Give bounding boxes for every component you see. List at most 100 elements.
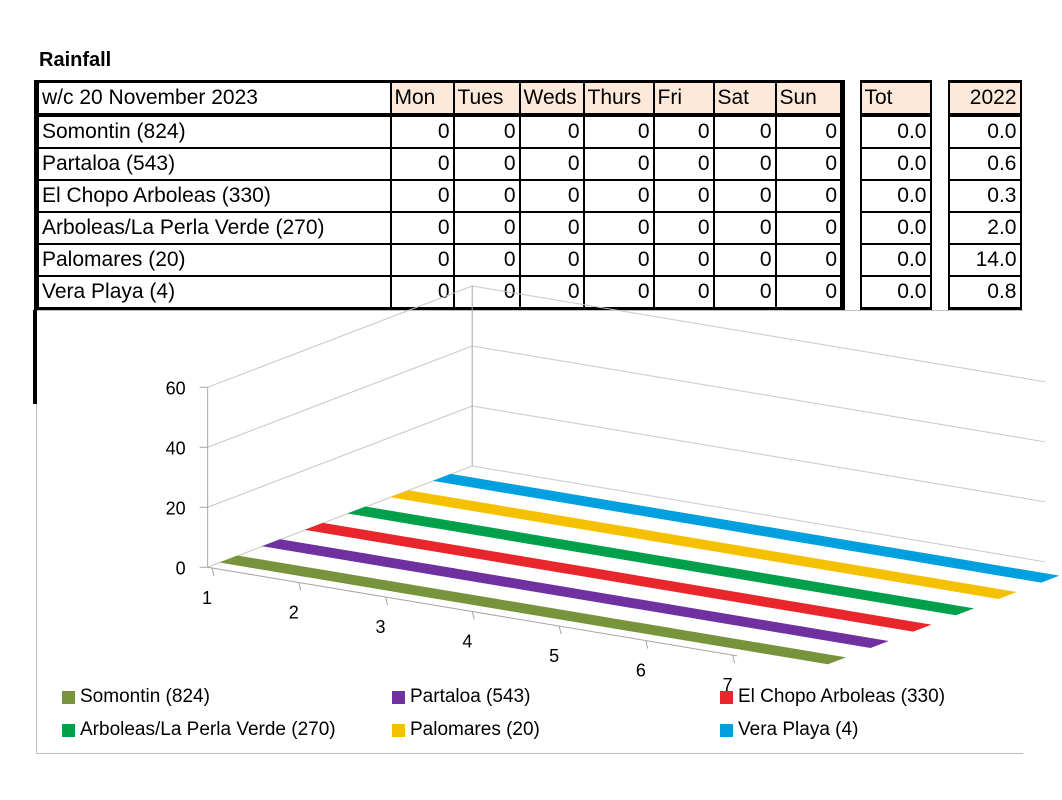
day-value: 0 <box>712 275 777 311</box>
day-value: 0 <box>774 211 845 245</box>
legend-swatch <box>62 690 75 704</box>
bar-1-6 <box>782 626 889 648</box>
legend-swatch <box>720 690 733 704</box>
day-value: 0 <box>452 275 521 311</box>
bar-2-3 <box>564 566 672 589</box>
day-value: 0 <box>712 179 777 213</box>
year-2022-value: 0.0 <box>947 114 1022 149</box>
day-value: 0 <box>389 243 455 277</box>
day-value: 0 <box>389 147 455 181</box>
x-tick-label: 7 <box>723 675 733 695</box>
x-tick-label: 2 <box>289 603 299 623</box>
location-name: El Chopo Arboleas (330) <box>34 179 392 213</box>
bar-4-5 <box>823 562 930 585</box>
week-label: w/c 20 November 2023 <box>34 80 392 117</box>
year-2022-value: 0.3 <box>947 179 1022 213</box>
legend-item: Arboleas/La Perla Verde (270) <box>62 719 336 741</box>
bar-4-0 <box>389 490 497 512</box>
bar-4-1 <box>476 504 583 527</box>
x-tick-label: 6 <box>636 661 646 681</box>
bar-1-1 <box>348 553 455 576</box>
day-value: 0 <box>452 147 521 181</box>
day-value: 0 <box>652 275 715 311</box>
day-value: 0 <box>518 211 585 245</box>
total-value: 0.0 <box>859 211 932 245</box>
day-value: 0 <box>389 179 455 213</box>
total-value: 0.0 <box>859 147 932 181</box>
day-value: 0 <box>712 147 777 181</box>
bar-5-3 <box>692 517 800 540</box>
x-tick <box>732 654 736 664</box>
y-tick-label: 40 <box>166 438 186 458</box>
sheet-title: Rainfall <box>39 49 112 71</box>
bar-2-0 <box>304 522 411 545</box>
location-name: Vera Playa (4) <box>34 275 392 311</box>
total-value: 0.0 <box>859 114 932 149</box>
bar-0-5 <box>653 628 760 650</box>
table-row: El Chopo Arboleas (330) 0 0 0 0 0 0 0 0.0 0.3 <box>34 179 1022 213</box>
tot-header: Tot <box>859 80 932 117</box>
day-value: 0 <box>452 179 521 213</box>
legend-label: Partaloa (543) <box>410 686 531 707</box>
bar-3-4 <box>694 564 801 587</box>
table-header-row: w/c 20 November 2023 Mon Tues Weds Thurs Fri S… <box>34 80 1022 117</box>
location-name: Somontin (824) <box>34 114 392 149</box>
x-tick <box>471 611 475 620</box>
year-2022-value: 0.6 <box>947 147 1022 181</box>
legend-item: Somontin (824) <box>62 686 210 708</box>
day-header-mon: Mon <box>389 80 455 117</box>
day-header-tues: Tues <box>452 80 521 117</box>
bar-5-6 <box>953 560 1060 583</box>
legend-label: Somontin (824) <box>80 686 210 707</box>
table-row: Palomares (20) 0 0 0 0 0 0 0 0.0 14.0 <box>34 243 1022 277</box>
day-value: 0 <box>518 179 585 213</box>
bar-1-5 <box>695 611 802 634</box>
x-tick <box>558 625 562 635</box>
year-2022-value: 0.8 <box>947 275 1022 311</box>
day-value: 0 <box>582 275 655 311</box>
day-value: 0 <box>582 114 655 149</box>
x-tick <box>645 640 649 649</box>
x-tick-label: 3 <box>376 617 386 637</box>
day-value: 0 <box>518 243 585 277</box>
legend-item: Partaloa (543) <box>392 686 530 708</box>
x-tick <box>211 567 215 577</box>
rainfall-table: w/c 20 November 2023 Mon Tues Weds Thurs Fri S… <box>34 80 1022 311</box>
day-value: 0 <box>582 147 655 181</box>
bar-3-6 <box>867 593 975 616</box>
legend-item: Vera Playa (4) <box>720 719 858 741</box>
bar-1-2 <box>435 568 542 590</box>
total-value: 0.0 <box>859 179 932 213</box>
total-value: 0.0 <box>859 243 932 277</box>
y-tick-label: 60 <box>166 378 186 398</box>
legend-swatch <box>62 723 75 737</box>
x-tick-label: 1 <box>202 588 212 608</box>
day-header-fri: Fri <box>652 80 715 117</box>
day-value: 0 <box>518 275 585 311</box>
day-value: 0 <box>452 114 521 149</box>
day-value: 0 <box>774 243 845 277</box>
bar-1-0 <box>261 539 369 561</box>
table-border-stub <box>33 310 37 404</box>
table-row: Partaloa (543) 0 0 0 0 0 0 0 0.0 0.6 <box>34 147 1022 181</box>
day-value: 0 <box>452 243 521 277</box>
total-value: 0.0 <box>859 275 932 311</box>
legend-label: Palomares (20) <box>410 719 540 740</box>
location-name: Arboleas/La Perla Verde (270) <box>34 211 392 245</box>
legend-swatch <box>392 723 405 737</box>
bar-4-6 <box>910 577 1017 599</box>
day-value: 0 <box>774 114 845 149</box>
table-row: Somontin (824) 0 0 0 0 0 0 0 0.0 0.0 <box>34 114 1022 149</box>
y-tick-label: 20 <box>166 498 186 518</box>
legend-swatch <box>720 723 733 737</box>
day-value: 0 <box>518 147 585 181</box>
day-value: 0 <box>712 114 777 149</box>
day-value: 0 <box>652 179 715 213</box>
bar-3-0 <box>347 506 454 529</box>
day-value: 0 <box>712 211 777 245</box>
day-value: 0 <box>389 211 455 245</box>
day-header-thurs: Thurs <box>582 80 655 117</box>
bar-1-4 <box>609 597 716 619</box>
bar-2-1 <box>391 537 498 560</box>
legend-label: Arboleas/La Perla Verde (270) <box>80 719 336 740</box>
